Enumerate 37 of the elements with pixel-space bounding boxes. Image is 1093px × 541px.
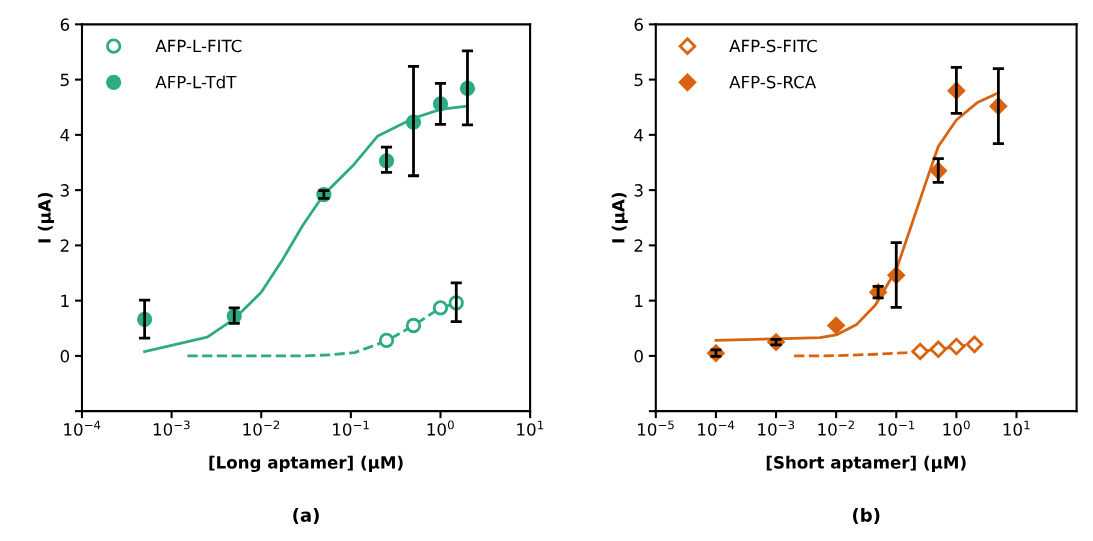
x-axis-title: [Long aptamer] (µM)	[209, 455, 403, 473]
legend-label: AFP-L-TdT	[155, 75, 237, 89]
y-tick-label: 4	[634, 129, 644, 142]
x-tick-label: 10$^{0}$	[943, 420, 970, 436]
y-tick-label: 3	[634, 184, 643, 197]
y-axis-title: I (µA)	[37, 192, 55, 243]
y-tick-label: 6	[60, 18, 70, 31]
x-tick-label: 10$^{0}$	[427, 420, 454, 436]
y-tick-label: 2	[634, 239, 643, 252]
x-axis-title: [Short aptamer] (µM)	[766, 455, 966, 472]
text: (b)	[853, 507, 880, 525]
x-tick-label: 10$^{−2}$	[818, 420, 854, 436]
y-axis-title: I (µA)	[611, 192, 628, 243]
x-tick-label: 10$^{−2}$	[243, 420, 280, 436]
x-tick-label: 10$^{−1}$	[333, 420, 369, 436]
y-tick-label: 6	[634, 18, 643, 31]
y-tick-label: 1	[635, 294, 643, 307]
text: (a)	[293, 507, 319, 525]
y-tick-label: 0	[60, 349, 70, 363]
x-tick-label: 10$^{1}$	[517, 420, 544, 436]
y-tick-label: 1	[61, 294, 69, 307]
x-tick-label: 10$^{−3}$	[758, 420, 795, 436]
x-tick-label: 10$^{1}$	[1003, 420, 1030, 436]
x-tick-label: 10$^{−4}$	[64, 420, 101, 436]
x-tick-label: 10$^{−3}$	[153, 420, 190, 436]
y-tick-label: 2	[60, 239, 69, 252]
y-tick-label: 4	[60, 129, 70, 142]
legend-label: AFP-S-FITC	[729, 39, 817, 53]
legend-label: AFP-L-FITC	[155, 39, 242, 53]
legend-label: AFP-S-RCA	[729, 75, 817, 89]
y-tick-label: 5	[634, 73, 643, 87]
x-tick-label: 10$^{−1}$	[878, 420, 915, 436]
x-tick-label: 10$^{−5}$	[638, 420, 674, 436]
y-tick-label: 3	[60, 184, 69, 197]
y-tick-label: 0	[634, 349, 643, 363]
x-tick-label: 10$^{−4}$	[698, 420, 735, 436]
y-tick-label: 5	[60, 73, 69, 87]
